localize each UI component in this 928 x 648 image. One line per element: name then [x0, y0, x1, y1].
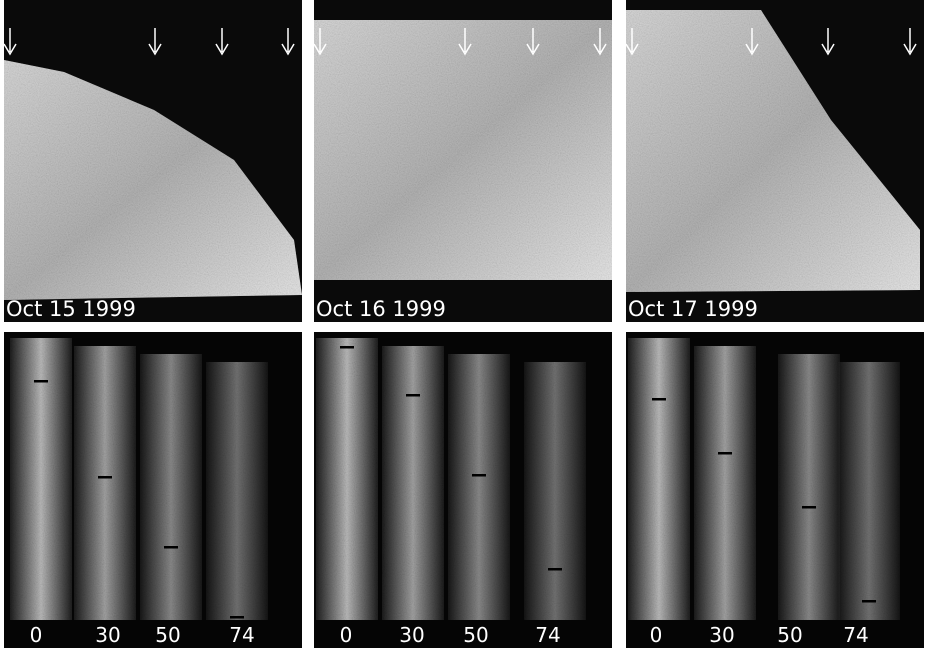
profile-stripe: [778, 354, 840, 620]
marker: [98, 476, 112, 479]
date-label: Oct 17 1999: [628, 297, 758, 321]
marker: [164, 546, 178, 549]
profile-stripe: [382, 346, 444, 620]
profile-stripe: [206, 362, 268, 620]
arrow: [903, 28, 917, 56]
arrow: [215, 28, 229, 56]
position-label: 30: [399, 623, 424, 647]
arrow: [313, 28, 327, 56]
position-label: 0: [650, 623, 663, 647]
position-label: 0: [30, 623, 43, 647]
position-label: 30: [95, 623, 120, 647]
profile-stripe: [838, 362, 900, 620]
profile-stripe: [74, 346, 136, 620]
top-panel: Oct 17 1999: [625, 0, 924, 322]
marker: [472, 474, 486, 477]
position-label: 30: [709, 623, 734, 647]
marker: [406, 394, 420, 397]
arrow: [625, 28, 639, 56]
position-label: 0: [340, 623, 353, 647]
top-panel: Oct 16 1999: [313, 0, 612, 322]
marker: [862, 600, 876, 603]
panels: Oct 15 1999 0 30 50 74 Oct 16 1999 0 30 50 74 Oct …: [3, 0, 924, 648]
arrow: [593, 28, 607, 56]
profile-stripe: [524, 362, 586, 620]
emission-region: [314, 20, 612, 280]
bottom-panel: 0 30 50 74: [314, 332, 612, 648]
profile-stripe: [10, 338, 72, 620]
marker: [340, 346, 354, 349]
profile-stripe: [694, 346, 756, 620]
marker: [718, 452, 732, 455]
marker: [548, 568, 562, 571]
position-label: 50: [155, 623, 180, 647]
marker: [230, 616, 244, 619]
emission-region: [4, 60, 302, 300]
arrow: [281, 28, 295, 56]
arrow: [3, 28, 17, 56]
bottom-panel: 0 30 50 74: [626, 332, 924, 648]
profile-stripe: [140, 354, 202, 620]
profile-stripe: [448, 354, 510, 620]
position-label: 74: [843, 623, 868, 647]
arrow: [821, 28, 835, 56]
marker: [652, 398, 666, 401]
arrow: [526, 28, 540, 56]
profile-stripe: [628, 338, 690, 620]
arrow: [148, 28, 162, 56]
arrow: [458, 28, 472, 56]
date-label: Oct 16 1999: [316, 297, 446, 321]
position-label: 50: [463, 623, 488, 647]
emission-region: [626, 10, 920, 292]
profile-stripe: [316, 338, 378, 620]
arrow: [745, 28, 759, 56]
top-panel: Oct 15 1999: [3, 0, 302, 322]
position-label: 74: [535, 623, 560, 647]
date-label: Oct 15 1999: [6, 297, 136, 321]
marker: [34, 380, 48, 383]
position-label: 50: [777, 623, 802, 647]
position-label: 74: [229, 623, 254, 647]
marker: [802, 506, 816, 509]
bottom-panel: 0 30 50 74: [4, 332, 302, 648]
